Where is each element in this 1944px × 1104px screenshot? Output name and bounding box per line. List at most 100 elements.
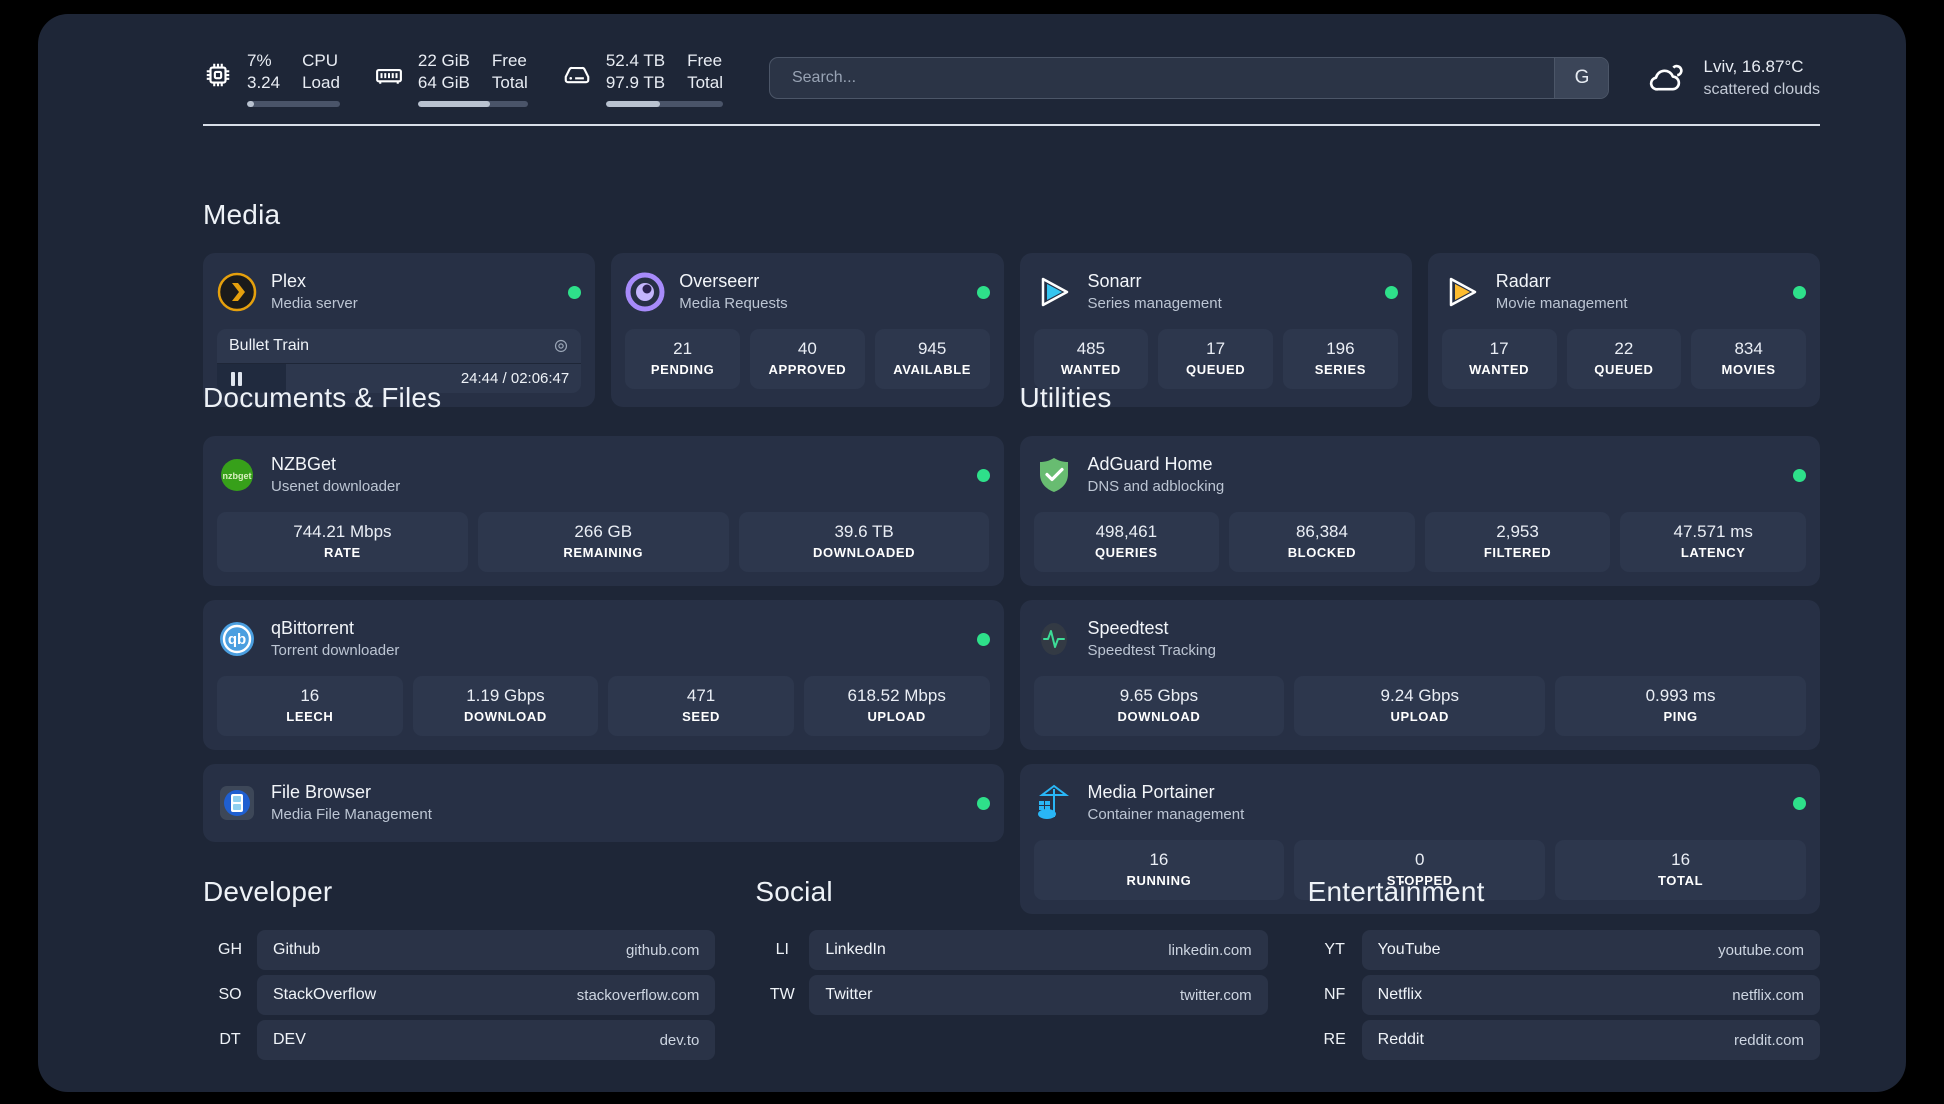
memory-usage-bar [417, 100, 528, 107]
bookmark-link[interactable]: Twitter twitter.com [809, 975, 1268, 1015]
header-divider [203, 124, 1820, 126]
card-header: Plex Media server [217, 267, 582, 317]
utilities-card-list: AdGuard Home DNS and adblocking 498,461 QUE… [1019, 436, 1820, 914]
bookmark-row[interactable]: GH Github github.com [203, 930, 716, 970]
stat-tile[interactable]: 21 PENDING [625, 329, 740, 389]
search-input[interactable] [769, 58, 1555, 98]
stat-tile[interactable]: 2,953 FILTERED [1424, 512, 1611, 572]
bookmark-row[interactable]: NF Netflix netflix.com [1308, 975, 1820, 1015]
card-title-block: Overseerr Media Requests [679, 270, 962, 314]
bookmark-list: GH Github github.com SO StackOverflow stackov… [203, 930, 716, 1060]
bookmark-row[interactable]: RE Reddit reddit.com [1308, 1020, 1820, 1060]
bookmark-row[interactable]: TW Twitter twitter.com [755, 975, 1268, 1015]
card-subtitle: Media File Management [271, 806, 432, 823]
bookmark-abbr: NF [1323, 986, 1346, 1003]
stat-tile[interactable]: 485 WANTED [1033, 329, 1149, 389]
gear-icon[interactable] [553, 338, 569, 354]
filebrowser-icon [217, 783, 257, 823]
search-bar[interactable]: G [768, 57, 1610, 99]
stat-label: APPROVED [768, 362, 847, 377]
service-card[interactable]: qb qBittorrent Torrent downloader 16 LEECH 1.… [203, 600, 1004, 750]
bookmark-row[interactable]: DT DEV dev.to [203, 1020, 716, 1060]
stat-tile[interactable]: 16 LEECH [217, 676, 403, 736]
stat-tile[interactable]: 744.21 Mbps RATE [217, 512, 468, 572]
bookmark-abbr: GH [218, 941, 242, 958]
stat-value: 17 [1206, 339, 1226, 358]
service-card[interactable]: File Browser Media File Management [203, 764, 1004, 842]
bookmark-group: Entertainment YT YouTube youtube.com NF Netfl… [1308, 876, 1820, 1060]
stat-tile[interactable]: 17 WANTED [1441, 329, 1557, 389]
bookmark-url: stackoverflow.com [576, 986, 700, 1004]
service-card[interactable]: Sonarr Series management 485 WANTED 17 QUEUED… [1019, 253, 1412, 407]
card-title: Speedtest [1087, 618, 1169, 638]
service-card[interactable]: Radarr Movie management 17 WANTED 22 QUEUED 83… [1427, 253, 1820, 407]
stat-value: 485 [1076, 339, 1106, 358]
service-card[interactable]: nzbget NZBGet Usenet downloader 744.21 Mbps… [203, 436, 1004, 586]
cpu-label-2: Load [302, 72, 340, 92]
stat-tile[interactable]: 39.6 TB DOWNLOADED [738, 512, 990, 572]
stat-tile[interactable]: 0.993 ms PING [1555, 676, 1806, 736]
stat-tile[interactable]: 16 TOTAL [1555, 840, 1806, 900]
stat-tile[interactable]: 945 AVAILABLE [874, 329, 990, 389]
weather-widget: Lviv, 16.87°C scattered clouds [1645, 55, 1820, 101]
stat-tile[interactable]: 0 STOPPED [1294, 840, 1546, 900]
service-card[interactable]: Overseerr Media Requests 21 PENDING 40 APPROV… [611, 253, 1004, 407]
bookmark-link[interactable]: StackOverflow stackoverflow.com [257, 975, 716, 1015]
bookmark-link[interactable]: Reddit reddit.com [1361, 1020, 1820, 1060]
service-card[interactable]: Media Portainer Container management 16 RUN… [1019, 764, 1820, 914]
stat-tile[interactable]: 86,384 BLOCKED [1229, 512, 1415, 572]
stat-tile[interactable]: 22 QUEUED [1566, 329, 1682, 389]
search-engine-button[interactable]: G [1554, 58, 1609, 98]
cpu-load-value: 3.24 [247, 72, 281, 92]
service-card[interactable]: AdGuard Home DNS and adblocking 498,461 QUE… [1019, 436, 1820, 586]
bookmark-name: Github [273, 941, 321, 958]
stat-value: 47.571 ms [1673, 522, 1753, 541]
radarr-icon [1442, 272, 1482, 312]
bookmark-link[interactable]: Netflix netflix.com [1361, 975, 1820, 1015]
card-title: AdGuard Home [1087, 454, 1213, 474]
now-playing-title: Bullet Train [229, 337, 310, 354]
stat-tile[interactable]: 9.24 Gbps UPLOAD [1294, 676, 1546, 736]
stat-tile[interactable]: 1.19 Gbps DOWNLOAD [412, 676, 599, 736]
service-card[interactable]: Speedtest Speedtest Tracking 9.65 Gbps DOWN… [1019, 600, 1820, 750]
stat-label: QUERIES [1094, 545, 1158, 560]
card-title-block: Plex Media server [271, 270, 554, 314]
media-card-grid: Plex Media server Bullet Train 24:44 / 02:0… [203, 253, 1820, 407]
bookmark-row[interactable]: YT YouTube youtube.com [1308, 930, 1820, 970]
now-playing-time: 24:44 / 02:06:47 [460, 370, 570, 387]
now-playing-progress-row[interactable]: 24:44 / 02:06:47 [217, 363, 582, 393]
status-indicator-online [976, 285, 990, 299]
stats-row: 485 WANTED 17 QUEUED 196 SERIES [1033, 329, 1398, 389]
status-indicator-online [976, 796, 990, 810]
bookmark-link[interactable]: DEV dev.to [257, 1020, 716, 1060]
stat-tile[interactable]: 266 GB REMAINING [477, 512, 729, 572]
stat-tile[interactable]: 16 RUNNING [1033, 840, 1285, 900]
stat-value: 9.24 Gbps [1380, 686, 1459, 705]
stat-tile[interactable]: 9.65 Gbps DOWNLOAD [1033, 676, 1285, 736]
bookmark-name: StackOverflow [273, 986, 377, 1003]
stat-tile[interactable]: 834 MOVIES [1691, 329, 1806, 389]
stat-label: PENDING [650, 362, 715, 377]
stat-tile[interactable]: 17 QUEUED [1158, 329, 1273, 389]
stat-tile[interactable]: 618.52 Mbps UPLOAD [803, 676, 990, 736]
bookmark-link[interactable]: LinkedIn linkedin.com [809, 930, 1268, 970]
stat-tile[interactable]: 196 SERIES [1283, 329, 1398, 389]
bookmark-row[interactable]: LI LinkedIn linkedin.com [755, 930, 1268, 970]
bookmark-link[interactable]: YouTube youtube.com [1361, 930, 1820, 970]
bookmark-row[interactable]: SO StackOverflow stackoverflow.com [203, 975, 716, 1015]
stat-tile[interactable]: 498,461 QUERIES [1033, 512, 1220, 572]
speedtest-icon [1034, 619, 1074, 659]
service-card[interactable]: Plex Media server Bullet Train 24:44 / 02:0… [203, 253, 596, 407]
stat-tile[interactable]: 40 APPROVED [750, 329, 865, 389]
weather-condition: scattered clouds [1703, 81, 1820, 98]
stat-tile[interactable]: 471 SEED [608, 676, 794, 736]
stats-row: 744.21 Mbps RATE 266 GB REMAINING 39.6 TB DOW… [217, 512, 990, 572]
card-title: NZBGet [271, 454, 337, 474]
pause-icon[interactable] [231, 371, 242, 386]
bookmark-link[interactable]: Github github.com [257, 930, 716, 970]
bookmark-abbr: YT [1324, 941, 1345, 958]
stat-label: LEECH [286, 709, 334, 724]
stat-tile[interactable]: 47.571 ms LATENCY [1620, 512, 1806, 572]
media-section: Media Plex Media server Bullet Train 24:44 … [203, 199, 1820, 407]
status-indicator-online [976, 632, 990, 646]
